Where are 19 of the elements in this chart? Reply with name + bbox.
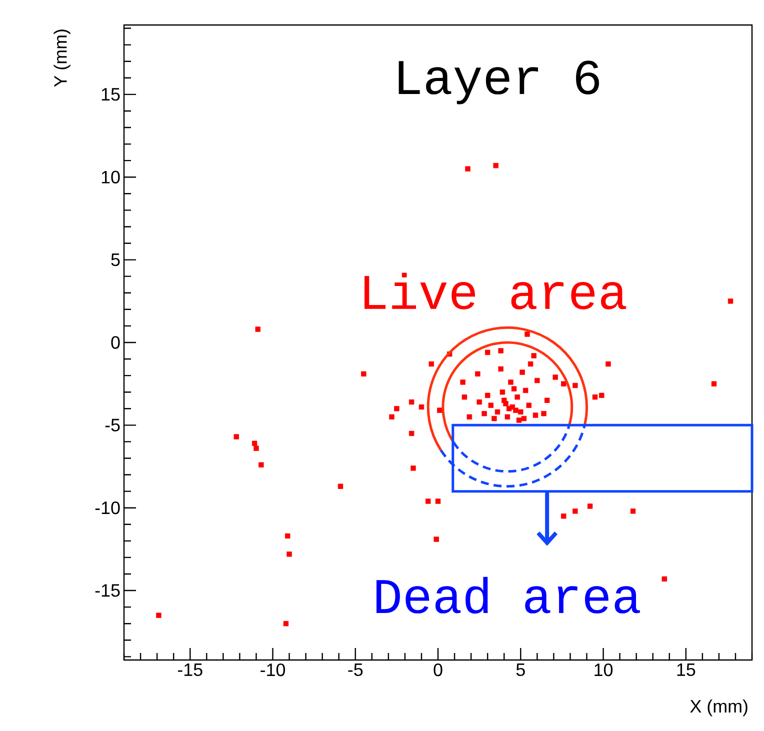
- x-tick-label: 10: [594, 663, 613, 676]
- y-tick-label: -5: [105, 418, 120, 432]
- y-tick-label: 5: [111, 254, 120, 266]
- x-tick-label: -10: [260, 663, 286, 676]
- x-axis-title: X (mm): [690, 700, 748, 716]
- annotation: Dead area: [376, 576, 640, 614]
- y-tick-label: 0: [111, 336, 120, 349]
- x-tick-label: 15: [677, 663, 696, 676]
- y-tick-label: -10: [95, 501, 120, 514]
- y-tick-label: 10: [102, 170, 120, 184]
- x-tick-label: 0: [434, 663, 442, 676]
- y-axis-title: Y (mm): [54, 30, 70, 87]
- x-tick-label: -15: [178, 663, 202, 676]
- x-tick-label: -5: [348, 663, 363, 676]
- x-tick-label: 5: [516, 663, 525, 676]
- y-tick-label: -15: [95, 584, 120, 597]
- text: Layer 6: [398, 60, 600, 104]
- annotation: Live area: [364, 272, 626, 310]
- y-tick-label: 15: [102, 88, 120, 101]
